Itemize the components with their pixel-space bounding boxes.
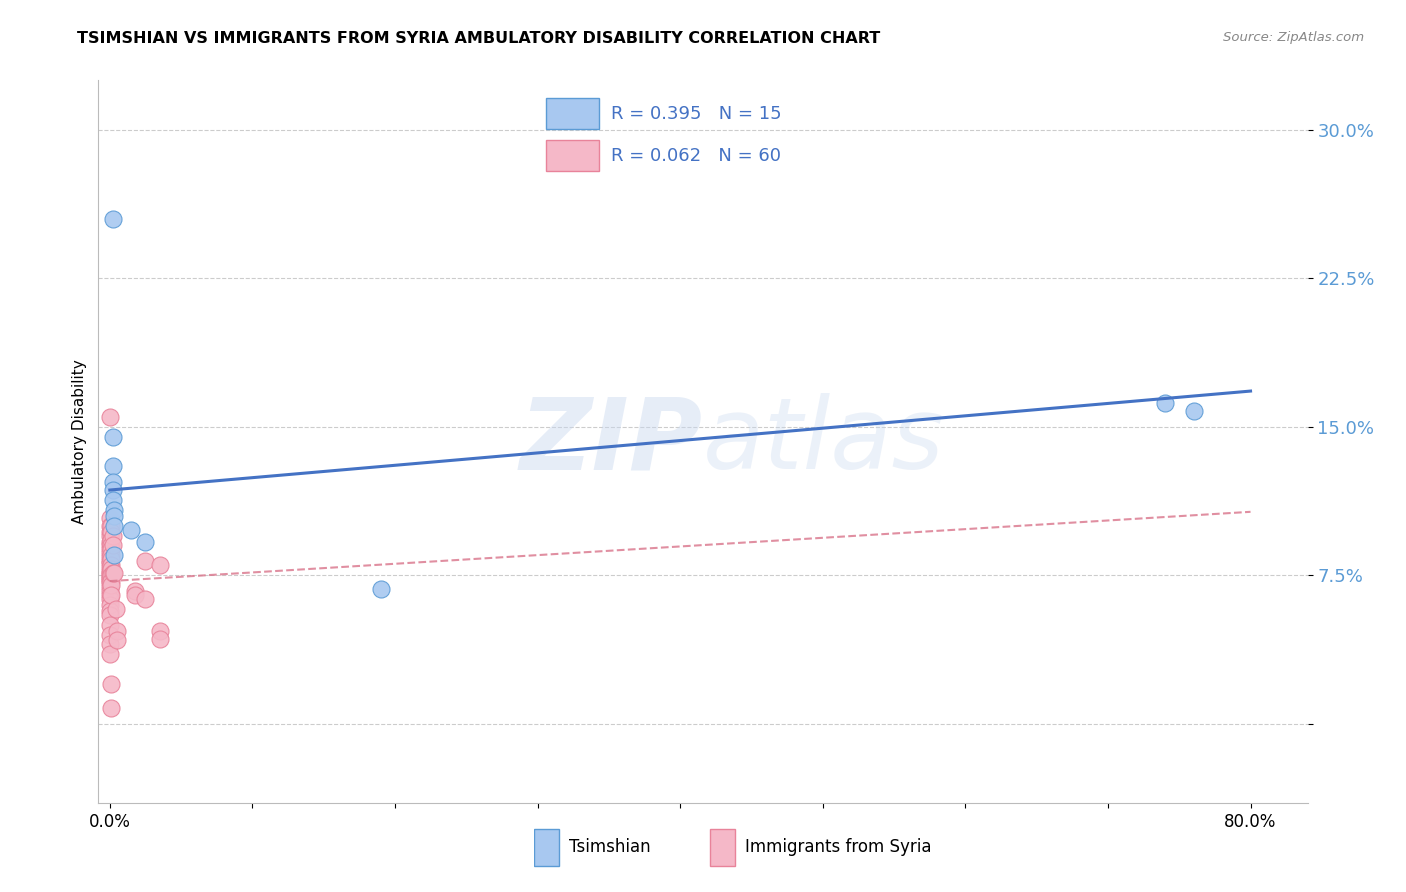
Point	[100, 588, 122, 602]
Point	[101, 211, 124, 226]
Point	[103, 518, 125, 533]
Text: Tsimshian: Tsimshian	[569, 838, 651, 856]
Point	[98, 648, 121, 662]
Point	[101, 528, 124, 542]
Point	[98, 546, 121, 560]
Text: Source: ZipAtlas.com: Source: ZipAtlas.com	[1223, 31, 1364, 45]
Point	[100, 700, 122, 714]
FancyBboxPatch shape	[546, 98, 599, 129]
Point	[104, 602, 127, 616]
Point	[149, 632, 172, 646]
Point	[100, 677, 122, 691]
Point	[98, 566, 121, 581]
Point	[134, 591, 156, 606]
Point	[103, 503, 125, 517]
Point	[124, 584, 146, 599]
Point	[98, 542, 121, 557]
Point	[101, 492, 124, 507]
Point	[98, 554, 121, 568]
Point	[100, 533, 122, 547]
Text: R = 0.062   N = 60: R = 0.062 N = 60	[612, 146, 782, 165]
Point	[1154, 396, 1177, 410]
Point	[98, 588, 121, 602]
FancyBboxPatch shape	[546, 140, 599, 171]
Text: atlas: atlas	[703, 393, 945, 490]
Point	[100, 574, 122, 588]
Point	[98, 564, 121, 578]
Point	[98, 556, 121, 570]
Point	[101, 475, 124, 489]
Point	[100, 552, 122, 566]
Point	[98, 627, 121, 641]
Point	[98, 518, 121, 533]
Point	[98, 598, 121, 612]
Y-axis label: Ambulatory Disability: Ambulatory Disability	[72, 359, 87, 524]
Point	[100, 562, 122, 576]
Point	[98, 409, 121, 424]
Point	[149, 558, 172, 573]
Point	[100, 539, 122, 553]
Point	[100, 558, 122, 573]
Point	[100, 549, 122, 563]
Point	[120, 523, 142, 537]
Point	[98, 510, 121, 524]
Point	[100, 578, 122, 592]
Point	[98, 528, 121, 542]
Text: ZIP: ZIP	[520, 393, 703, 490]
Point	[98, 560, 121, 574]
FancyBboxPatch shape	[534, 829, 560, 866]
Point	[101, 483, 124, 497]
Point	[105, 624, 128, 638]
Point	[98, 576, 121, 591]
Point	[100, 524, 122, 539]
Point	[101, 429, 124, 443]
Point	[98, 539, 121, 553]
Text: TSIMSHIAN VS IMMIGRANTS FROM SYRIA AMBULATORY DISABILITY CORRELATION CHART: TSIMSHIAN VS IMMIGRANTS FROM SYRIA AMBUL…	[77, 31, 880, 46]
Point	[98, 570, 121, 584]
Point	[98, 591, 121, 606]
Point	[98, 607, 121, 622]
Text: R = 0.395   N = 15: R = 0.395 N = 15	[612, 104, 782, 123]
Point	[98, 534, 121, 549]
Point	[134, 554, 156, 568]
Point	[100, 518, 122, 533]
Point	[103, 549, 125, 563]
Text: Immigrants from Syria: Immigrants from Syria	[745, 838, 932, 856]
Point	[103, 508, 125, 523]
Point	[149, 624, 172, 638]
Point	[98, 637, 121, 651]
Point	[98, 580, 121, 594]
Point	[101, 539, 124, 553]
Point	[98, 584, 121, 599]
Point	[98, 550, 121, 565]
Point	[98, 568, 121, 582]
Point	[103, 566, 125, 581]
Point	[100, 568, 122, 582]
Point	[370, 582, 392, 596]
Point	[1182, 404, 1205, 418]
FancyBboxPatch shape	[710, 829, 734, 866]
Point	[134, 534, 156, 549]
Point	[124, 588, 146, 602]
Point	[100, 542, 122, 557]
Point	[98, 524, 121, 539]
Point	[98, 604, 121, 618]
Point	[98, 617, 121, 632]
Point	[105, 633, 128, 648]
Point	[101, 566, 124, 581]
Point	[98, 572, 121, 586]
Point	[101, 459, 124, 474]
Point	[98, 574, 121, 588]
